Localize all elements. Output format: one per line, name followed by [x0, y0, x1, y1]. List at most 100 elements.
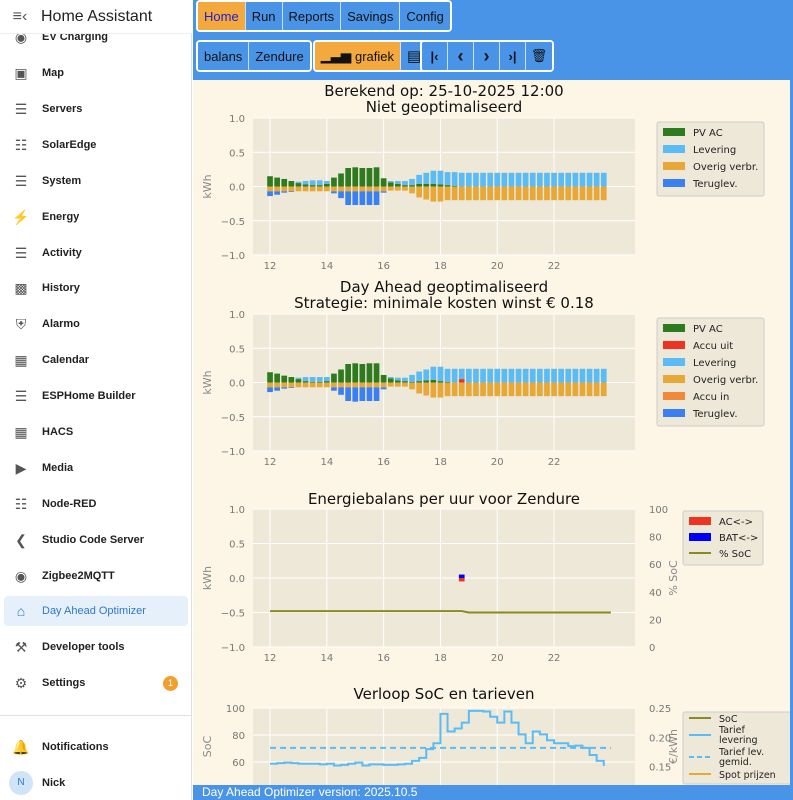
bar-overig-verbr-: [288, 186, 295, 192]
bar-levering: [458, 368, 465, 380]
chart-title: Day Ahead geoptimaliseerd: [340, 280, 548, 296]
bar-pv-ac: [309, 381, 316, 383]
sidebar-item-map[interactable]: ▣ Map: [4, 58, 188, 88]
bar-pv-ac: [423, 183, 430, 187]
sidebar-item-label: History: [42, 282, 80, 294]
legend-swatch: [663, 128, 685, 136]
bar-levering: [444, 172, 451, 186]
bar-levering: [480, 172, 486, 187]
trash-icon: 🗑: [530, 48, 548, 63]
sidebar-item-user[interactable]: N Nick: [4, 768, 188, 798]
sidebar-item-energy[interactable]: ⚡ Energy: [4, 202, 188, 232]
y-tick-label: 0.5: [229, 540, 245, 551]
x-tick-label: 14: [320, 261, 333, 272]
sidebar-item-hacs[interactable]: ▦ HACS: [4, 417, 188, 447]
balans-button[interactable]: balans: [198, 42, 250, 70]
bar-overig-verbr-: [487, 186, 493, 201]
bar-levering: [451, 172, 458, 186]
bar-levering: [473, 368, 479, 383]
tab-reports[interactable]: Reports: [282, 2, 342, 30]
y-tick-label: 0.5: [229, 148, 245, 159]
bar-levering: [437, 170, 444, 185]
bar-overig-verbr-: [593, 186, 600, 201]
bar-levering: [423, 369, 430, 381]
sidebar-item-day-ahead-optimizer[interactable]: ⌂ Day Ahead Optimizer: [4, 596, 188, 626]
sidebar-item-servers[interactable]: ☰ Servers: [4, 94, 188, 124]
delete-button[interactable]: 🗑: [526, 42, 552, 70]
sidebar-item-node-red[interactable]: ☷ Node-RED: [4, 489, 188, 519]
menu-collapse-icon[interactable]: ≡‹: [12, 7, 28, 25]
bar-overig-verbr-: [309, 382, 316, 388]
prev-button[interactable]: ‹: [448, 42, 474, 70]
next-button[interactable]: ›: [474, 42, 500, 70]
tab-savings[interactable]: Savings: [341, 2, 401, 30]
bar-overig-verbr-: [551, 382, 557, 397]
bar-overig-verbr-: [480, 186, 486, 201]
sidebar-item-system[interactable]: ☰ System: [4, 166, 188, 196]
bar-overig-verbr-: [402, 186, 408, 191]
last-button[interactable]: ›|: [500, 42, 526, 70]
y-tick-label: 1.0: [229, 505, 245, 516]
bar-levering: [409, 178, 415, 186]
bar-overig-verbr-: [451, 382, 458, 397]
bar-pv-ac: [345, 168, 351, 187]
bar-overig-verbr-: [600, 186, 607, 201]
bar-overig-verbr-: [572, 186, 579, 201]
sidebar-item-esphome-builder[interactable]: ☰ ESPHome Builder: [4, 381, 188, 411]
legend-label: Levering: [693, 145, 736, 156]
bar-levering: [544, 172, 550, 187]
bar-ac-: [458, 578, 465, 582]
sidebar-item-solaredge[interactable]: ☷ SolarEdge: [4, 130, 188, 160]
bar-teruglev-: [281, 387, 288, 389]
bar-overig-verbr-: [387, 186, 394, 191]
x-tick-label: 20: [491, 457, 504, 468]
solar-panel-icon: ☷: [14, 136, 28, 153]
bar-pv-ac: [267, 176, 273, 187]
list-icon: ☰: [14, 244, 28, 261]
sidebar-item-alarmo[interactable]: ⛨ Alarmo: [4, 309, 188, 339]
bar-pv-ac: [324, 183, 330, 187]
sidebar-item-label: Calendar: [42, 354, 90, 366]
grafiek-button[interactable]: ▁▃▅ grafiek: [315, 42, 402, 70]
bar-teruglev-: [331, 387, 337, 391]
bar-chart-icon: ▁▃▅: [321, 48, 351, 63]
x-tick-label: 20: [491, 261, 504, 272]
legend: PV AC Accu uit Levering Overig verbr. Accu i…: [656, 317, 765, 427]
sidebar-item-activity[interactable]: ☰ Activity: [4, 238, 188, 268]
bar-levering: [551, 368, 557, 383]
tab-config[interactable]: Config: [400, 2, 450, 30]
gear-icon: ⚙: [14, 674, 28, 691]
tab-run[interactable]: Run: [245, 2, 283, 30]
bar-pv-ac: [409, 381, 415, 383]
bar-pv-ac: [423, 380, 430, 383]
bar-overig-verbr-: [579, 382, 586, 397]
y-axis-label: kWh: [201, 370, 214, 394]
bar-levering: [466, 172, 472, 187]
line-tarief-levering: [270, 709, 605, 767]
sidebar-item-developer-tools[interactable]: ⚒ Developer tools: [4, 632, 188, 662]
zendure-button[interactable]: Zendure: [249, 42, 310, 70]
x-tick-label: 16: [377, 457, 390, 468]
bar-pv-ac: [395, 183, 401, 187]
y-tick-label: −0.5: [221, 217, 245, 228]
first-button[interactable]: |‹: [422, 42, 448, 70]
y2-tick-label: 0.25: [649, 704, 671, 715]
sidebar-item-history[interactable]: ▩ History: [4, 273, 188, 303]
sidebar-item-zigbee2mqtt[interactable]: ◉ Zigbee2MQTT: [4, 561, 188, 591]
x-tick-label: 16: [377, 261, 390, 272]
sidebar-item-calendar[interactable]: ▦ Calendar: [4, 345, 188, 375]
bar-pv-ac: [395, 380, 401, 383]
chart-icon: ▩: [14, 279, 28, 296]
sidebar-item-settings[interactable]: ⚙ Settings 1: [4, 668, 188, 698]
bar-overig-verbr-: [501, 382, 508, 397]
tab-home[interactable]: Home: [198, 2, 246, 30]
hammer-icon: ⚒: [14, 638, 28, 655]
sidebar-item-media[interactable]: ▶ Media: [4, 453, 188, 483]
sidebar-item-label: Notifications: [42, 741, 109, 753]
x-tick-label: 20: [491, 653, 504, 664]
bar-levering: [544, 368, 550, 383]
sidebar-item-studio-code-server[interactable]: ❮ Studio Code Server: [4, 525, 188, 555]
scrollbar[interactable]: [790, 80, 793, 785]
bar-levering: [395, 181, 401, 184]
sidebar-item-notifications[interactable]: 🔔 Notifications: [4, 732, 188, 762]
